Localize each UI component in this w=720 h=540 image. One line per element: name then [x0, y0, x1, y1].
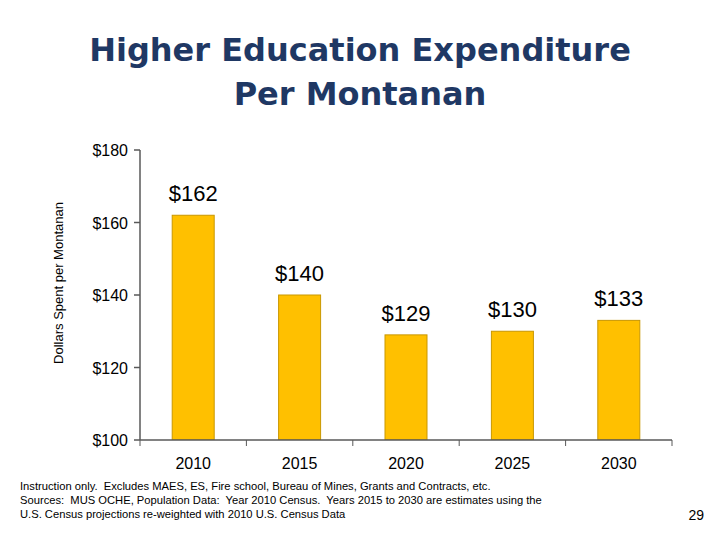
x-tick-divider [140, 440, 141, 446]
y-axis-label: Dollars Spent per Montanan [51, 202, 66, 364]
data-label: $133 [594, 286, 643, 311]
y-tick-label: $160 [92, 215, 128, 232]
footnote: Sources: MUS OCHE, Population Data: Year… [20, 494, 542, 506]
x-tick-divider [565, 440, 566, 446]
bars [172, 215, 640, 440]
y-tick [134, 367, 140, 369]
data-label: $162 [169, 181, 218, 206]
data-label: $130 [488, 297, 537, 322]
x-tick-label: 2010 [175, 455, 211, 472]
y-tick-label: $100 [92, 432, 128, 449]
x-tick-divider [672, 440, 673, 446]
bar [172, 215, 214, 440]
y-tick [134, 149, 140, 151]
x-axis [140, 439, 672, 441]
y-tick-label: $140 [92, 287, 128, 304]
y-tick [134, 439, 140, 441]
footnote: U.S. Census projections re-weighted with… [20, 508, 346, 520]
bar [491, 331, 533, 440]
footnote: Instruction only. Excludes MAES, ES, Fir… [20, 480, 491, 492]
y-tick [134, 222, 140, 224]
x-tick-label: 2020 [388, 455, 424, 472]
bar [279, 295, 321, 440]
data-label: $140 [275, 261, 324, 286]
x-tick-divider [352, 440, 353, 446]
x-tick-divider [246, 440, 247, 446]
bar [385, 335, 427, 440]
x-tick-label: 2030 [601, 455, 637, 472]
title: Higher Education Expenditure Per Montana… [80, 28, 640, 116]
bar [598, 320, 640, 440]
page-number: 29 [688, 507, 704, 523]
x-tick-label: 2015 [282, 455, 318, 472]
x-tick-label: 2025 [495, 455, 531, 472]
y-tick-label: $120 [92, 360, 128, 377]
data-label: $129 [382, 301, 431, 326]
chart: $100 $120 $140 $160 $180 2010 2015 2020 2025 2030… [0, 0, 720, 540]
x-tick-divider [459, 440, 460, 446]
y-tick-label: $180 [92, 142, 128, 159]
y-tick [134, 294, 140, 296]
